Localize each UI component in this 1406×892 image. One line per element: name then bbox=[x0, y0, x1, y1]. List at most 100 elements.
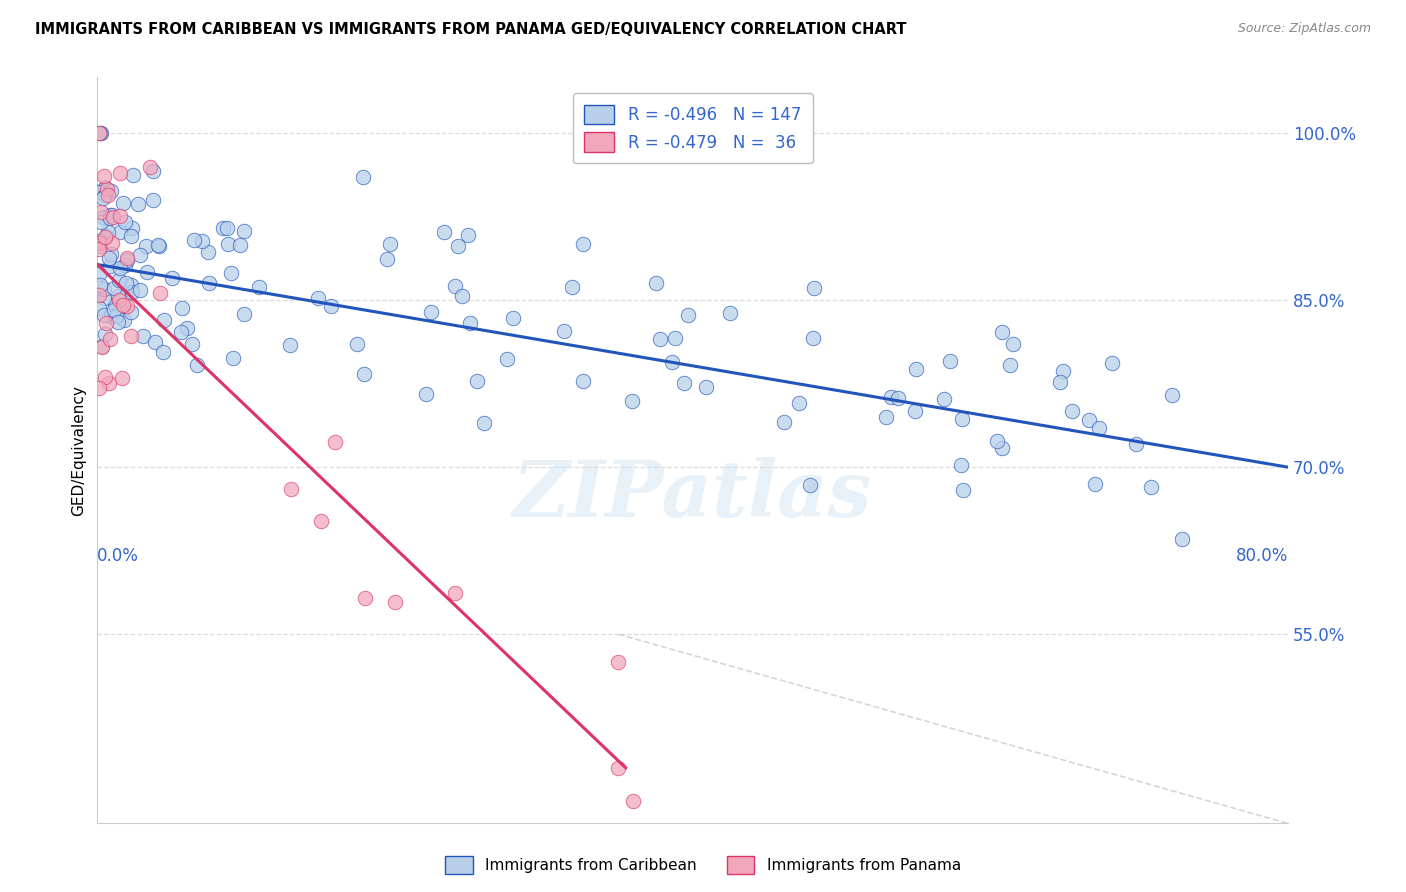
Point bbox=[415, 387, 437, 401]
Point bbox=[991, 442, 1014, 456]
Point bbox=[183, 233, 205, 247]
Point bbox=[96, 182, 118, 196]
Point bbox=[87, 301, 110, 315]
Point bbox=[129, 248, 152, 262]
Point bbox=[108, 209, 131, 223]
Point bbox=[233, 307, 256, 321]
Point bbox=[93, 291, 115, 305]
Point bbox=[139, 160, 162, 174]
Point bbox=[496, 352, 519, 367]
Point bbox=[103, 303, 125, 318]
Point bbox=[1084, 477, 1107, 491]
Point bbox=[114, 215, 136, 229]
Point bbox=[114, 258, 136, 272]
Point bbox=[94, 188, 117, 202]
Point bbox=[950, 458, 973, 472]
Point bbox=[98, 208, 121, 222]
Point bbox=[112, 313, 135, 327]
Point bbox=[664, 331, 686, 345]
Point bbox=[98, 252, 121, 266]
Point bbox=[94, 181, 117, 195]
Point bbox=[571, 237, 593, 252]
Point bbox=[87, 186, 110, 200]
Point bbox=[621, 794, 644, 808]
Point bbox=[190, 235, 212, 249]
Point bbox=[153, 313, 176, 327]
Text: IMMIGRANTS FROM CARIBBEAN VS IMMIGRANTS FROM PANAMA GED/EQUIVALENCY CORRELATION : IMMIGRANTS FROM CARIBBEAN VS IMMIGRANTS … bbox=[35, 22, 907, 37]
Point bbox=[325, 435, 347, 450]
Point bbox=[94, 180, 117, 194]
Point bbox=[100, 236, 122, 251]
Point bbox=[115, 252, 138, 267]
Point bbox=[87, 242, 110, 256]
Point bbox=[97, 225, 120, 239]
Point bbox=[186, 358, 208, 372]
Point bbox=[904, 404, 927, 418]
Point bbox=[801, 331, 824, 345]
Point bbox=[375, 252, 398, 266]
Point bbox=[94, 326, 117, 341]
Point bbox=[443, 586, 465, 600]
Point bbox=[1060, 403, 1083, 417]
Point bbox=[1000, 359, 1022, 373]
Point bbox=[87, 126, 110, 140]
Point bbox=[803, 281, 825, 295]
Point bbox=[229, 238, 252, 252]
Point bbox=[1052, 363, 1074, 377]
Point bbox=[152, 345, 174, 359]
Point bbox=[950, 411, 973, 425]
Point bbox=[621, 393, 644, 408]
Point bbox=[115, 299, 138, 313]
Point bbox=[217, 236, 239, 251]
Point bbox=[990, 325, 1012, 339]
Point bbox=[420, 305, 443, 319]
Point bbox=[219, 266, 242, 280]
Point bbox=[98, 332, 121, 346]
Point bbox=[108, 225, 131, 239]
Point bbox=[100, 184, 122, 198]
Point bbox=[94, 316, 117, 330]
Text: 80.0%: 80.0% bbox=[1236, 548, 1288, 566]
Point bbox=[100, 309, 122, 323]
Point bbox=[378, 236, 401, 251]
Point bbox=[465, 374, 488, 388]
Point bbox=[1161, 388, 1184, 402]
Point bbox=[87, 267, 110, 281]
Point bbox=[135, 264, 157, 278]
Point bbox=[695, 380, 717, 394]
Point bbox=[433, 225, 456, 239]
Point bbox=[661, 355, 683, 369]
Point bbox=[104, 297, 127, 311]
Point bbox=[107, 315, 129, 329]
Point bbox=[100, 247, 122, 261]
Point bbox=[346, 336, 368, 351]
Y-axis label: GED/Equivalency: GED/Equivalency bbox=[72, 385, 86, 516]
Point bbox=[108, 166, 131, 180]
Point bbox=[443, 278, 465, 293]
Legend: R = -0.496   N = 147, R = -0.479   N =  36: R = -0.496 N = 147, R = -0.479 N = 36 bbox=[572, 94, 813, 163]
Point bbox=[172, 301, 194, 315]
Point bbox=[90, 215, 112, 229]
Point bbox=[149, 286, 172, 301]
Point bbox=[117, 251, 139, 265]
Point bbox=[572, 374, 595, 388]
Point bbox=[87, 236, 110, 251]
Point bbox=[1002, 337, 1025, 351]
Point bbox=[1049, 376, 1071, 390]
Point bbox=[94, 229, 117, 244]
Text: ZIPatlas: ZIPatlas bbox=[513, 457, 872, 533]
Point bbox=[97, 188, 120, 202]
Point bbox=[129, 283, 152, 297]
Point bbox=[91, 210, 114, 224]
Point bbox=[198, 277, 221, 291]
Point bbox=[135, 239, 157, 253]
Point bbox=[101, 208, 124, 222]
Point bbox=[91, 338, 114, 352]
Point bbox=[986, 434, 1008, 448]
Point bbox=[1139, 480, 1161, 494]
Point bbox=[89, 277, 111, 292]
Point bbox=[939, 354, 962, 368]
Point bbox=[307, 291, 329, 305]
Point bbox=[132, 329, 155, 343]
Point bbox=[111, 298, 134, 312]
